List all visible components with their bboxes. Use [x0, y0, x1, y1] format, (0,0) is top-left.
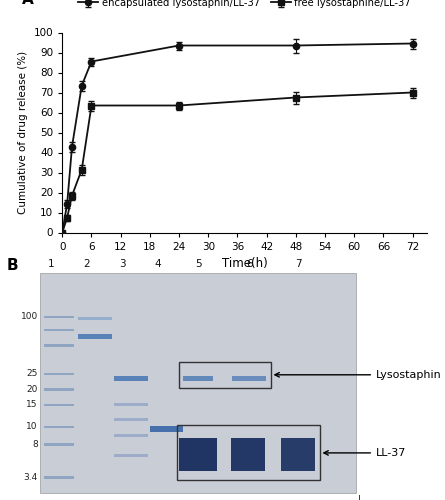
Text: 4: 4	[155, 259, 161, 269]
FancyBboxPatch shape	[114, 454, 148, 456]
Text: 15: 15	[26, 400, 38, 409]
Y-axis label: Cumulative of drug release (%): Cumulative of drug release (%)	[18, 51, 28, 214]
FancyBboxPatch shape	[44, 476, 74, 478]
FancyBboxPatch shape	[44, 344, 74, 346]
Text: |: |	[358, 495, 361, 500]
Text: 8: 8	[32, 440, 38, 448]
FancyBboxPatch shape	[44, 372, 74, 375]
FancyBboxPatch shape	[40, 272, 356, 492]
Text: LL-37: LL-37	[324, 448, 406, 458]
FancyBboxPatch shape	[44, 316, 74, 318]
Text: 5: 5	[195, 259, 201, 269]
FancyBboxPatch shape	[232, 376, 266, 382]
FancyBboxPatch shape	[78, 334, 112, 338]
Text: B: B	[7, 258, 18, 272]
FancyBboxPatch shape	[179, 438, 217, 470]
Text: 25: 25	[26, 369, 38, 378]
Text: 3: 3	[119, 259, 125, 269]
FancyBboxPatch shape	[183, 376, 213, 382]
FancyBboxPatch shape	[78, 317, 112, 320]
FancyBboxPatch shape	[114, 403, 148, 406]
X-axis label: Time(h): Time(h)	[222, 257, 267, 270]
FancyBboxPatch shape	[114, 434, 148, 437]
Text: 7: 7	[295, 259, 301, 269]
Text: 20: 20	[26, 384, 38, 394]
Text: 1: 1	[48, 259, 54, 269]
FancyBboxPatch shape	[114, 376, 148, 380]
FancyBboxPatch shape	[281, 438, 315, 470]
Text: 3.4: 3.4	[24, 472, 38, 482]
Text: 10: 10	[26, 422, 38, 431]
FancyBboxPatch shape	[150, 426, 183, 432]
FancyBboxPatch shape	[114, 418, 148, 422]
Text: 2: 2	[84, 259, 90, 269]
FancyBboxPatch shape	[44, 388, 74, 390]
Text: Lysostaphin: Lysostaphin	[275, 370, 442, 380]
Text: A: A	[22, 0, 34, 8]
FancyBboxPatch shape	[44, 426, 74, 428]
Text: 6: 6	[246, 259, 252, 269]
FancyBboxPatch shape	[44, 328, 74, 331]
FancyBboxPatch shape	[44, 443, 74, 446]
Legend: encapsulated lysostaphin/LL-37, free lysostaphine/LL-37: encapsulated lysostaphin/LL-37, free lys…	[74, 0, 415, 12]
FancyBboxPatch shape	[231, 438, 265, 470]
Text: 100: 100	[20, 312, 38, 321]
FancyBboxPatch shape	[44, 404, 74, 406]
